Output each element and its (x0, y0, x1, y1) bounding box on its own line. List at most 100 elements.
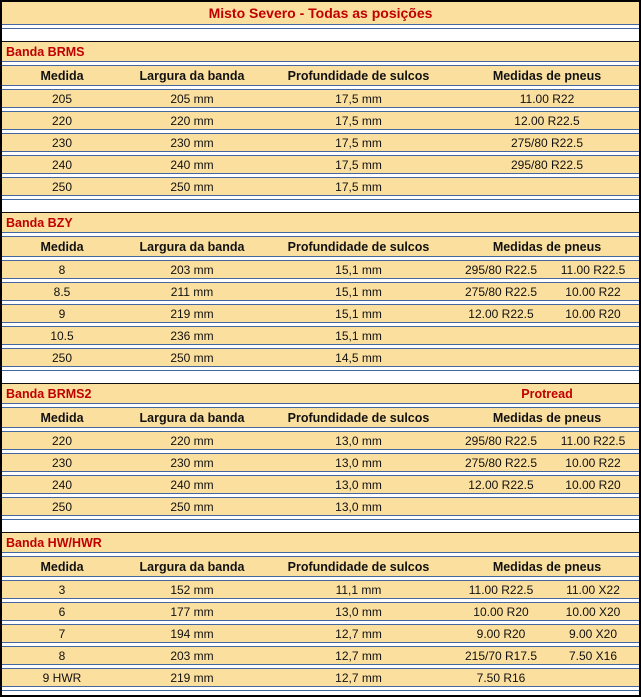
blank-row (2, 371, 639, 383)
table-row: 9 219 mm 15,1 mm 12.00 R22.5 10.00 R20 (2, 305, 639, 322)
cell-profundidade: 11,1 mm (335, 582, 382, 597)
column-header-largura: Largura da banda (139, 410, 245, 425)
row-separator (2, 344, 639, 349)
table-row: 230 230 mm 13,0 mm 275/80 R22.5 10.00 R22 (2, 454, 639, 471)
cell-pneus: 295/80 R22.5 11.00 R22.5 (455, 434, 639, 448)
cell-pneus: 12.00 R22.5 10.00 R20 (455, 307, 639, 321)
section-banda-hw-hwr: Banda HW/HWR Medida Largura da banda Pro… (2, 532, 639, 691)
row-separator (2, 129, 639, 134)
row-separator (2, 515, 639, 520)
cell-medida: 250 (51, 499, 73, 514)
section-banda-bzy: Banda BZY Medida Largura da banda Profun… (2, 212, 639, 371)
pneu-size: 10.00 R20 (565, 477, 621, 492)
cell-medida: 8 (58, 648, 66, 663)
cell-medida: 220 (51, 433, 73, 448)
section-title-row: Banda BRMS (2, 42, 639, 61)
row-separator (2, 403, 639, 408)
cell-profundidade: 17,5 mm (335, 91, 382, 106)
cell-pneus: 215/70 R17.5 7.50 X16 (455, 649, 639, 663)
pneu-size: 215/70 R17.5 (464, 648, 538, 663)
cell-medida: 240 (51, 477, 73, 492)
pneu-size: 10.00 R22 (565, 455, 621, 470)
cell-medida: 9 HWR (42, 670, 82, 685)
cell-largura: 194 mm (170, 626, 214, 641)
row-separator (2, 493, 639, 498)
table-row: 8.5 211 mm 15,1 mm 275/80 R22.5 10.00 R22 (2, 283, 639, 300)
cell-largura: 203 mm (170, 262, 214, 277)
table-row: 10.5 236 mm 15,1 mm (2, 327, 639, 344)
column-header-profundidade: Profundidade de sulcos (287, 68, 430, 83)
pneu-size: 10.00 R20 (473, 604, 529, 619)
pneu-size: 11.00 R22.5 (468, 582, 534, 597)
cell-pneus: 295/80 R22.5 (510, 157, 584, 172)
column-header-medida: Medida (40, 559, 84, 574)
table-row: 8 203 mm 12,7 mm 215/70 R17.5 7.50 X16 (2, 647, 639, 664)
column-header-largura: Largura da banda (139, 239, 245, 254)
header-row: Medida Largura da banda Profundidade de … (2, 557, 639, 576)
cell-profundidade: 17,5 mm (335, 179, 382, 194)
table-body: 3 152 mm 11,1 mm 11.00 R22.5 11.00 X22 6 177 m… (2, 581, 639, 691)
table-row: 205 205 mm 17,5 mm 11.00 R22 (2, 90, 639, 107)
row-separator (2, 322, 639, 327)
row-separator (2, 686, 639, 691)
row-separator (2, 278, 639, 283)
cell-largura: 220 mm (170, 433, 214, 448)
cell-pneus: 275/80 R22.5 (510, 135, 584, 150)
cell-largura: 220 mm (170, 113, 214, 128)
pneu-size: 9.00 R20 (476, 626, 526, 641)
row-separator (2, 664, 639, 669)
pneu-size: 11.00 X22 (566, 582, 620, 597)
pneu-size: 295/80 R22.5 (464, 262, 538, 277)
row-separator (2, 107, 639, 112)
cell-medida: 250 (51, 350, 73, 365)
row-separator (2, 576, 639, 581)
cell-largura: 250 mm (170, 499, 214, 514)
column-header-profundidade: Profundidade de sulcos (287, 239, 430, 254)
cell-medida: 6 (58, 604, 66, 619)
blank-row (2, 29, 639, 41)
cell-medida: 230 (51, 455, 73, 470)
pneu-size: 11.00 R22.5 (560, 433, 626, 448)
row-separator (2, 173, 639, 178)
cell-profundidade: 17,5 mm (335, 157, 382, 172)
cell-largura: 205 mm (170, 91, 214, 106)
pneu-size: 10.00 X20 (565, 604, 621, 619)
section-title-row: Banda BZY (2, 213, 639, 232)
header-row: Medida Largura da banda Profundidade de … (2, 237, 639, 256)
table-row: 250 250 mm 14,5 mm (2, 349, 639, 366)
section-banda-brms: Banda BRMS Medida Largura da banda Profu… (2, 41, 639, 200)
row-separator (2, 232, 639, 237)
table-row: 6 177 mm 13,0 mm 10.00 R20 10.00 X20 (2, 603, 639, 620)
row-separator (2, 24, 639, 29)
pneu-size (547, 671, 639, 685)
cell-medida: 9 (58, 306, 66, 321)
row-separator (2, 471, 639, 476)
column-header-largura: Largura da banda (139, 68, 245, 83)
table-row: 240 240 mm 13,0 mm 12.00 R22.5 10.00 R20 (2, 476, 639, 493)
cell-pneus: 295/80 R22.5 11.00 R22.5 (455, 263, 639, 277)
cell-profundidade: 12,7 mm (335, 626, 382, 641)
row-separator (2, 85, 639, 90)
cell-largura: 203 mm (170, 648, 214, 663)
table-row: 230 230 mm 17,5 mm 275/80 R22.5 (2, 134, 639, 151)
section-banda-brms2: Banda BRMS2 Protread Medida Largura da b… (2, 383, 639, 520)
cell-pneus: 10.00 R20 10.00 X20 (455, 605, 639, 619)
row-separator (2, 151, 639, 156)
pneu-size: 10.00 R20 (565, 306, 621, 321)
cell-medida: 250 (51, 179, 73, 194)
row-separator (2, 642, 639, 647)
section-title-row: Banda HW/HWR (2, 533, 639, 552)
cell-pneus: 275/80 R22.5 10.00 R22 (455, 456, 639, 470)
table-body: 205 205 mm 17,5 mm 11.00 R22 220 220 mm 17,5 m… (2, 90, 639, 200)
cell-largura: 250 mm (170, 350, 214, 365)
pneu-size: 7.50 R16 (476, 670, 526, 685)
cell-profundidade: 17,5 mm (335, 113, 382, 128)
pneu-size: 9.00 X20 (568, 626, 618, 641)
cell-largura: 219 mm (170, 306, 214, 321)
cell-profundidade: 13,0 mm (335, 455, 382, 470)
cell-profundidade: 13,0 mm (335, 477, 382, 492)
cell-largura: 152 mm (170, 582, 214, 597)
column-header-medida: Medida (40, 68, 84, 83)
table-row: 9 HWR 219 mm 12,7 mm 7.50 R16 (2, 669, 639, 686)
row-separator (2, 427, 639, 432)
